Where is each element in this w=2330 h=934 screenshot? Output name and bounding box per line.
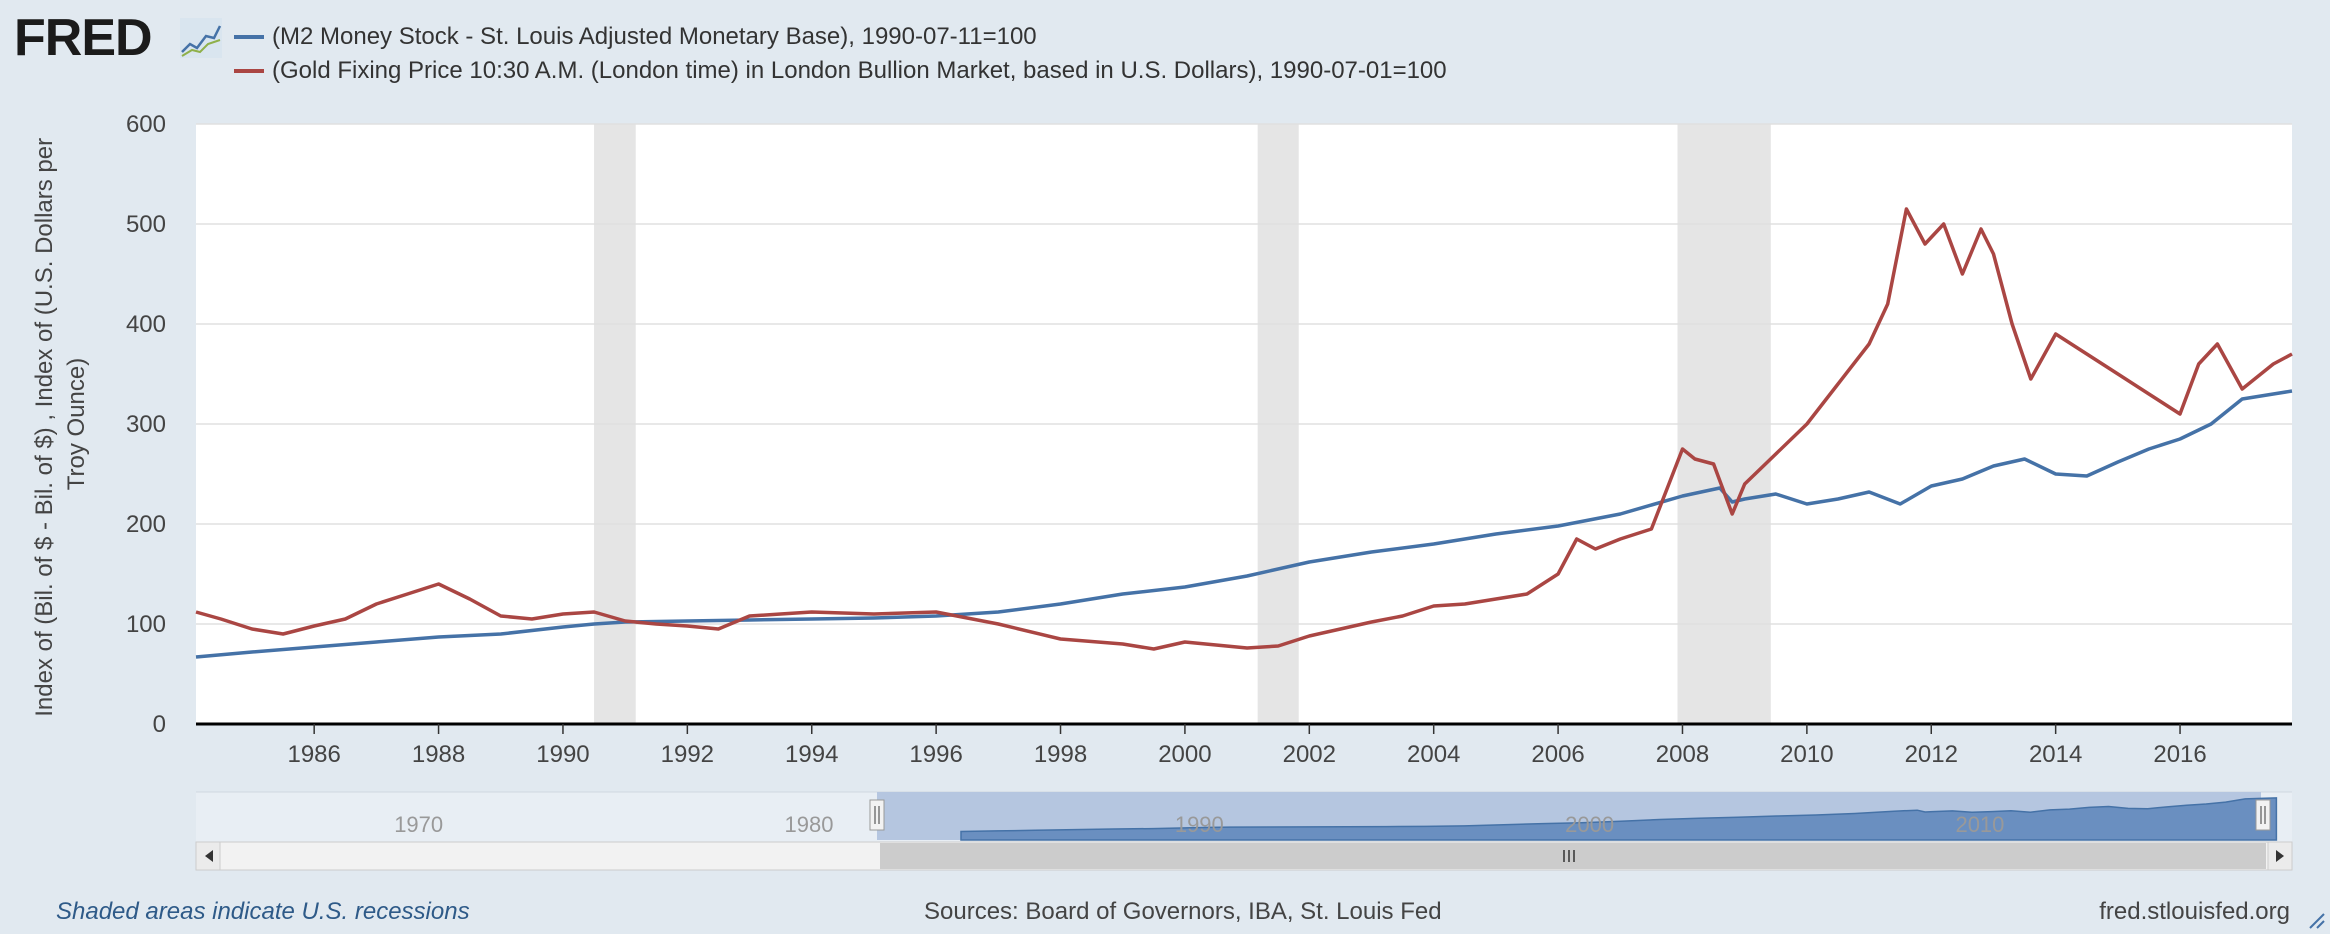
x-tick-label: 1996 — [909, 741, 962, 768]
x-tick-label: 1990 — [536, 741, 589, 768]
x-tick-label: 1994 — [785, 741, 838, 768]
resize-corner-icon[interactable] — [2306, 910, 2326, 930]
y-tick-label: 500 — [126, 211, 166, 238]
series-line-gold — [195, 207, 2293, 651]
x-tick-label: 2012 — [1905, 741, 1958, 768]
scroll-left-arrow-icon — [205, 850, 213, 862]
navigator-tick-label: 1970 — [394, 812, 443, 837]
navigator-right-handle[interactable] — [2255, 799, 2271, 831]
y-axis-title: Index of (Bil. of $ - Bil. of $) , Index… — [31, 131, 90, 717]
x-tick-label: 2010 — [1780, 741, 1833, 768]
navigator-tick-labels: 1970 1980 1990 2000 2010 — [394, 812, 2004, 837]
site-link[interactable]: fred.stlouisfed.org — [2099, 898, 2290, 925]
y-axis-title-line-1: Index of (Bil. of $ - Bil. of $) , Index… — [31, 138, 58, 717]
legend-label-m2: (M2 Money Stock - St. Louis Adjusted Mon… — [272, 23, 1037, 50]
fred-logo[interactable]: FRED — [14, 9, 153, 67]
recession-note-link[interactable]: Shaded areas indicate U.S. recessions — [56, 898, 470, 925]
y-tick-label: 600 — [126, 111, 166, 138]
fred-graph-icon — [180, 18, 222, 58]
x-tick-label: 2000 — [1158, 741, 1211, 768]
x-tick-label: 1986 — [287, 741, 340, 768]
x-tick-label: 2004 — [1407, 741, 1460, 768]
legend-swatch-m2 — [234, 35, 264, 39]
navigator-tick-label: 2000 — [1565, 812, 1614, 837]
navigator-scrollbar-thumb[interactable] — [880, 843, 2266, 869]
y-tick-label: 0 — [153, 711, 166, 738]
x-tick-label: 1988 — [412, 741, 465, 768]
range-navigator[interactable]: 1970 1980 1990 2000 2010 — [195, 791, 2293, 871]
x-tick-label: 2008 — [1656, 741, 1709, 768]
y-axis-title-line-2: Troy Ounce) — [63, 358, 90, 490]
legend-label-gold: (Gold Fixing Price 10:30 A.M. (London ti… — [272, 57, 1447, 84]
series-line-m2 — [195, 389, 2293, 659]
navigator-tick-label: 1990 — [1175, 812, 1224, 837]
y-tick-label: 400 — [126, 311, 166, 338]
y-tick-label: 100 — [126, 611, 166, 638]
x-tick-label: 2016 — [2153, 741, 2206, 768]
y-tick-labels: 0 100 200 300 400 500 600 — [126, 111, 166, 738]
navigator-left-handle[interactable] — [869, 799, 885, 831]
y-tick-label: 300 — [126, 411, 166, 438]
x-tick-labels: 1986 1988 1990 1992 1994 1996 1998 2000 2002 2004… — [287, 724, 2207, 768]
navigator-tick-label: 1980 — [785, 812, 834, 837]
series-layer — [195, 207, 2293, 659]
sources-text: Sources: Board of Governors, IBA, St. Lo… — [924, 898, 1442, 925]
grid-layer — [196, 123, 2292, 625]
legend-item-gold[interactable]: (Gold Fixing Price 10:30 A.M. (London ti… — [234, 54, 1447, 88]
y-tick-label: 200 — [126, 511, 166, 538]
x-tick-label: 2014 — [2029, 741, 2082, 768]
scroll-right-arrow-icon — [2276, 850, 2284, 862]
x-tick-label: 2006 — [1531, 741, 1584, 768]
navigator-tick-label: 2010 — [1955, 812, 2004, 837]
x-tick-label: 1992 — [661, 741, 714, 768]
navigator-series — [960, 797, 2278, 841]
x-tick-label: 2002 — [1283, 741, 1336, 768]
legend-swatch-gold — [234, 69, 264, 73]
legend-item-m2[interactable]: (M2 Money Stock - St. Louis Adjusted Mon… — [234, 20, 1037, 54]
x-tick-label: 1998 — [1034, 741, 1087, 768]
